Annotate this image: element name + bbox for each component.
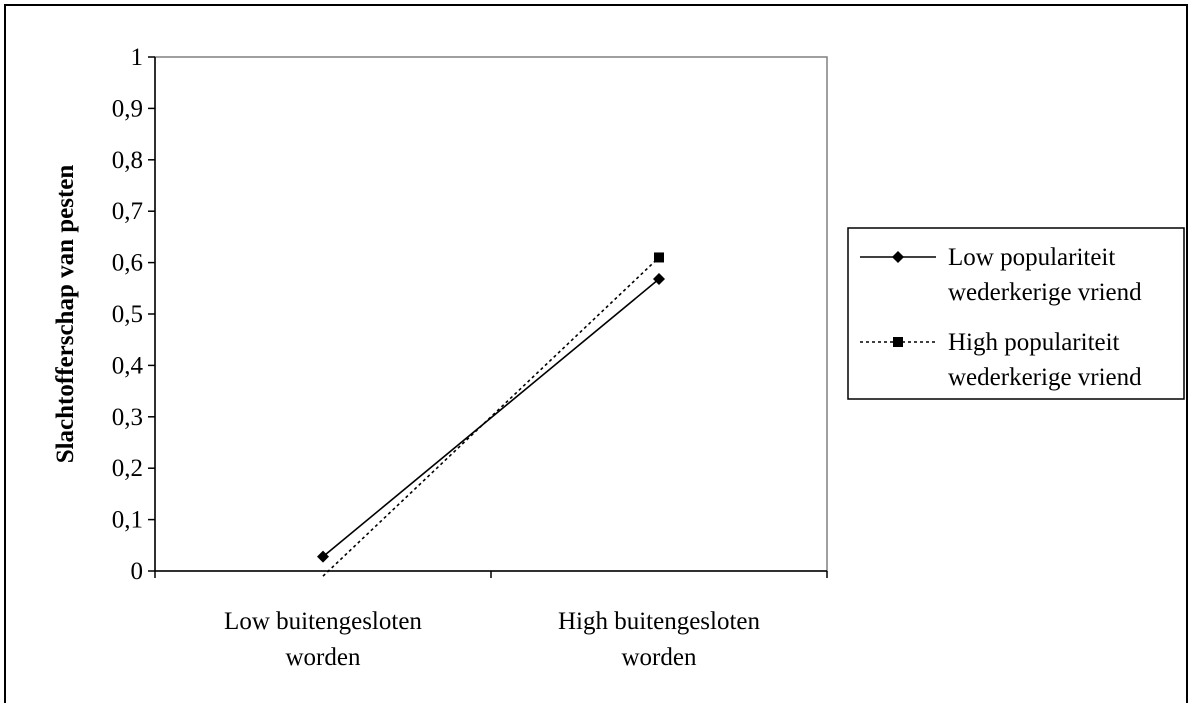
y-tick-label: 0,5 [112,301,143,328]
diamond-marker [653,273,665,286]
legend-label: High populariteit wederkerige vriend [948,329,1142,391]
plot-area [154,56,828,572]
legend-entry: High populariteit wederkerige vriend [860,329,1142,391]
y-tick-label: 0,9 [112,95,143,122]
y-tick-label: 0,6 [112,250,143,277]
diamond-marker [892,251,904,263]
legend-entry: Low populariteit wederkerige vriend [860,244,1142,306]
legend-label: Low populariteit wederkerige vriend [948,244,1142,306]
y-tick-label: 0,2 [112,455,143,482]
series-layer [317,252,665,577]
y-axis: 0 0,1 0,2 0,3 0,4 0,5 0,6 0,7 0,8 0,9 1 [112,44,156,585]
y-tick-label: 0,3 [112,404,143,431]
y-axis-title: Slachtofferschap van pesten [52,165,79,464]
chart-frame [4,4,1188,703]
y-tick-label: 0,7 [112,198,143,225]
y-tick-label: 0,1 [112,507,143,534]
series-line [322,256,660,577]
y-tick-label: 1 [131,44,144,71]
x-category-label: High buitengesloten worden [558,608,761,671]
square-marker [893,337,903,347]
y-tick-label: 0 [131,558,144,585]
square-marker [654,252,664,263]
x-category-label: Low buitengesloten worden [224,608,422,671]
y-tick-label: 0,4 [112,352,144,379]
legend: Low populariteit wederkerige vriend High p… [847,227,1185,400]
series-2 [322,252,664,577]
diamond-marker [317,550,329,563]
x-axis: Low buitengesloten worden High buitengeslo… [154,570,828,671]
y-tick-label: 0,8 [112,147,143,174]
